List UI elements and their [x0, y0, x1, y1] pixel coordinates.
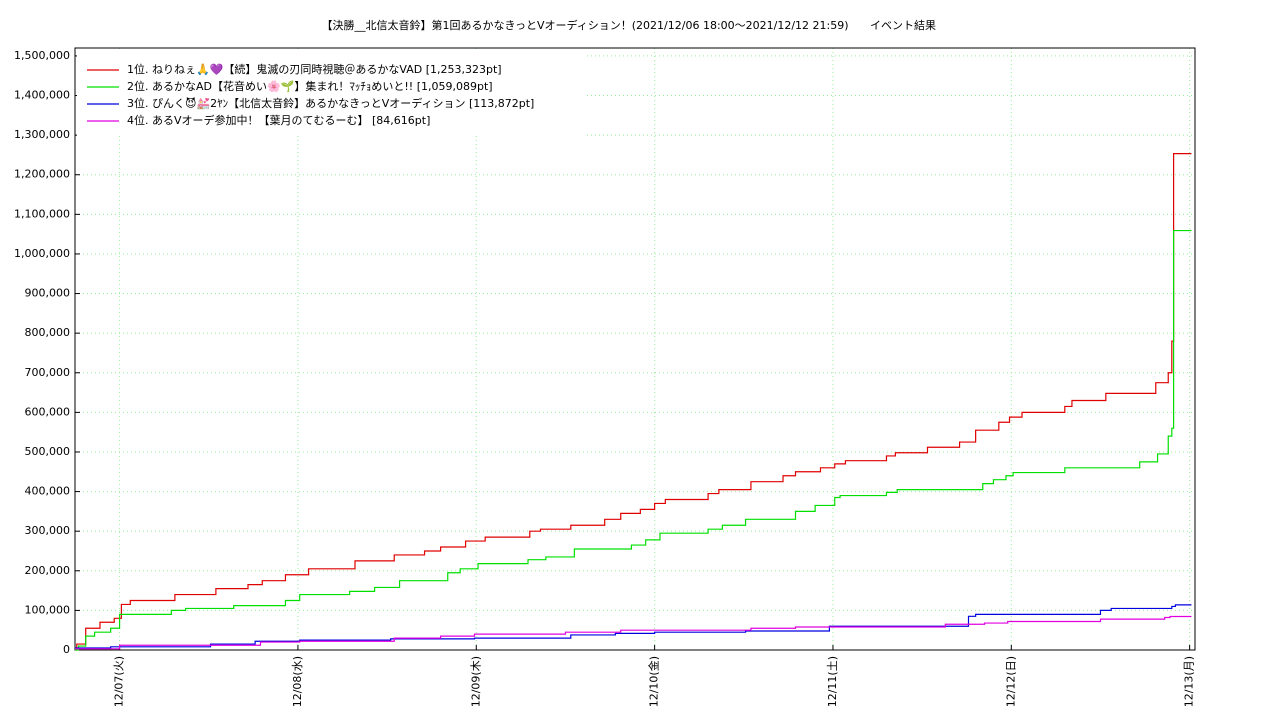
y-tick-label: 1,400,000: [14, 89, 70, 102]
y-tick-label: 700,000: [25, 366, 71, 379]
y-tick-label: 1,100,000: [14, 207, 70, 220]
x-tick-label: 12/08(水): [291, 656, 304, 707]
series-line: [75, 615, 1192, 650]
y-tick-label: 600,000: [25, 405, 71, 418]
x-tick-label: 12/12(日): [1004, 656, 1017, 707]
y-tick-label: 400,000: [25, 485, 71, 498]
chart-title: 【決勝__北信太音鈴】第1回あるかなきっとVオーディション！(2021/12/0…: [321, 18, 848, 32]
chart-subtitle: イベント結果: [870, 18, 936, 32]
x-tick-label: 12/13(月): [1183, 656, 1196, 707]
y-tick-label: 1,200,000: [14, 168, 70, 181]
x-tick-label: 12/11(土): [826, 656, 839, 707]
x-tick-label: 12/07(火): [113, 656, 126, 707]
y-tick-label: 200,000: [25, 564, 71, 577]
series-line: [75, 229, 1192, 651]
legend-label: 3位. ぴんく😈💒2ﾔﾝ【北信太音鈴】あるかなきっとVオーディション [113,…: [127, 96, 534, 110]
legend-label: 4位. あるVオーデ参加中！【葉月のてむるーむ】 [84,616pt]: [127, 113, 430, 127]
y-tick-label: 1,000,000: [14, 247, 70, 260]
y-tick-label: 900,000: [25, 287, 71, 300]
x-tick-label: 12/10(金): [647, 656, 661, 707]
series-line: [75, 153, 1192, 651]
y-tick-label: 100,000: [25, 603, 71, 616]
series-line: [75, 604, 1192, 649]
y-tick-label: 0: [63, 643, 70, 656]
legend-label: 1位. ねりねぇ🙏💜【続】鬼滅の刃同時視聴＠あるかなVAD [1,253,323…: [127, 62, 502, 76]
x-tick-label: 12/09(木): [469, 656, 482, 707]
y-tick-label: 500,000: [25, 445, 71, 458]
y-tick-label: 1,300,000: [14, 128, 70, 141]
plot-frame: [74, 47, 1196, 651]
y-tick-label: 300,000: [25, 524, 71, 537]
y-tick-label: 800,000: [25, 326, 71, 339]
legend-label: 2位. あるかなAD【花音めい🌸🌱】集まれ！ﾏｯﾁｮめいと!! [1,059,0…: [127, 79, 493, 93]
legend-box: [77, 50, 587, 136]
y-tick-label: 1,500,000: [14, 49, 70, 62]
